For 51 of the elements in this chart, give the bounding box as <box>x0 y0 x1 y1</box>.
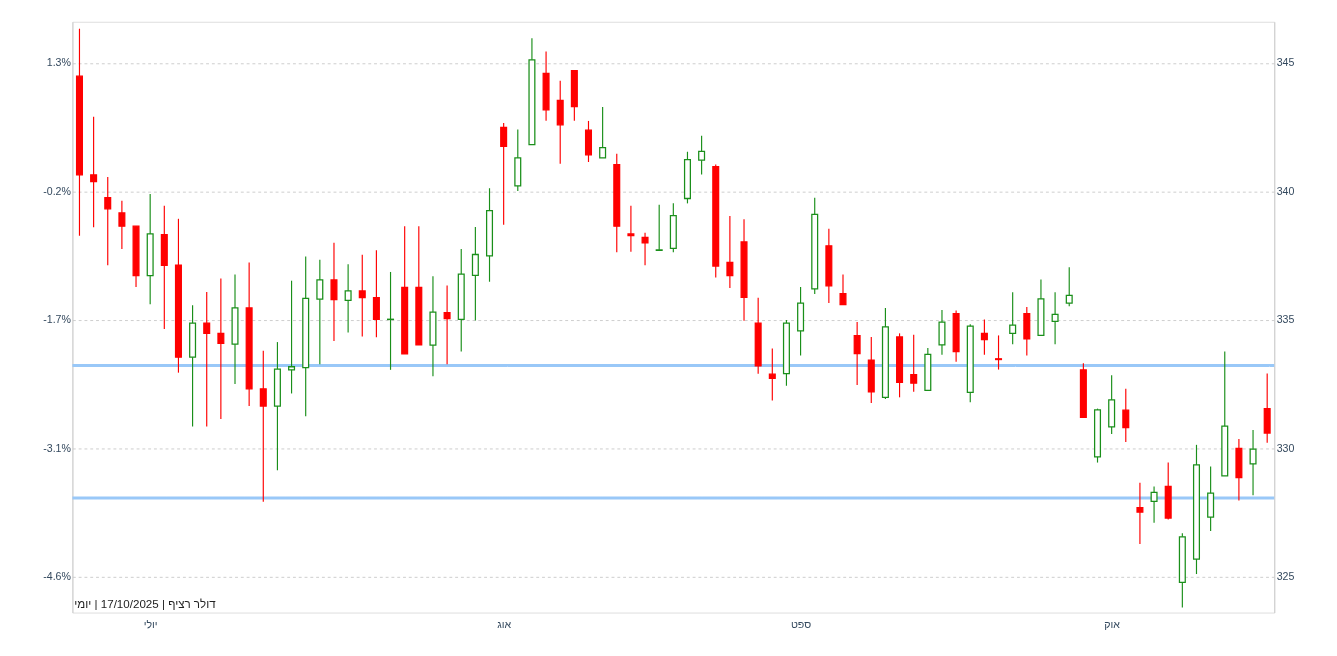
candlestick <box>316 259 324 365</box>
candlestick <box>1009 291 1017 345</box>
y2-tick-label: -4.6% <box>43 569 72 582</box>
candlestick <box>768 347 776 401</box>
candlestick <box>698 135 706 176</box>
y2-tick-label: -3.1% <box>43 441 72 454</box>
candlestick <box>288 280 296 395</box>
candlestick <box>853 321 861 386</box>
candlestick <box>1150 485 1158 524</box>
candlestick <box>627 205 635 253</box>
x-tick-label: אוג <box>497 617 512 630</box>
candlestick <box>995 334 1003 371</box>
candlestick <box>443 285 451 365</box>
candlestick <box>1051 291 1059 345</box>
candlestick <box>90 116 98 228</box>
candlestick <box>259 350 267 503</box>
candlestick <box>330 242 338 342</box>
candlestick <box>217 277 225 420</box>
candlestick <box>599 106 607 159</box>
candlestick <box>500 122 508 226</box>
candlestick <box>980 318 988 356</box>
candlestick <box>938 309 946 356</box>
candlestick <box>641 232 649 266</box>
x-tick-label: אוק <box>1104 617 1121 630</box>
candlestick <box>1136 482 1144 545</box>
candlestick <box>344 263 352 334</box>
y-tick-label: 345 <box>1276 56 1295 69</box>
y-tick-label: 325 <box>1276 569 1295 582</box>
annotation: דולר רציף | 17/10/2025 | יומי <box>74 597 217 610</box>
x-tick-label: ספט <box>790 617 812 630</box>
candlestick <box>1122 388 1130 443</box>
candlestick <box>372 249 380 338</box>
candlestick <box>726 215 734 289</box>
y2-tick-label: -1.7% <box>43 313 72 326</box>
candlestick <box>1065 266 1073 307</box>
y2-tick-label: 1.3% <box>46 56 72 69</box>
y-tick-label: 330 <box>1276 441 1295 454</box>
candlestick <box>203 291 211 428</box>
y-tick-label: 340 <box>1276 184 1295 197</box>
y-tick-label: 335 <box>1276 313 1295 326</box>
candlestick <box>358 254 366 338</box>
candlestick <box>655 204 663 252</box>
candlestick <box>910 334 918 393</box>
candlestick <box>839 273 847 306</box>
candlestick <box>104 176 112 266</box>
candlestick <box>471 226 479 322</box>
candlestick <box>1207 465 1215 532</box>
y2-tick-label: -0.2% <box>43 184 72 197</box>
candlestick <box>1249 429 1257 496</box>
candlestick <box>118 200 126 250</box>
x-tick-label: יולי <box>143 617 158 630</box>
